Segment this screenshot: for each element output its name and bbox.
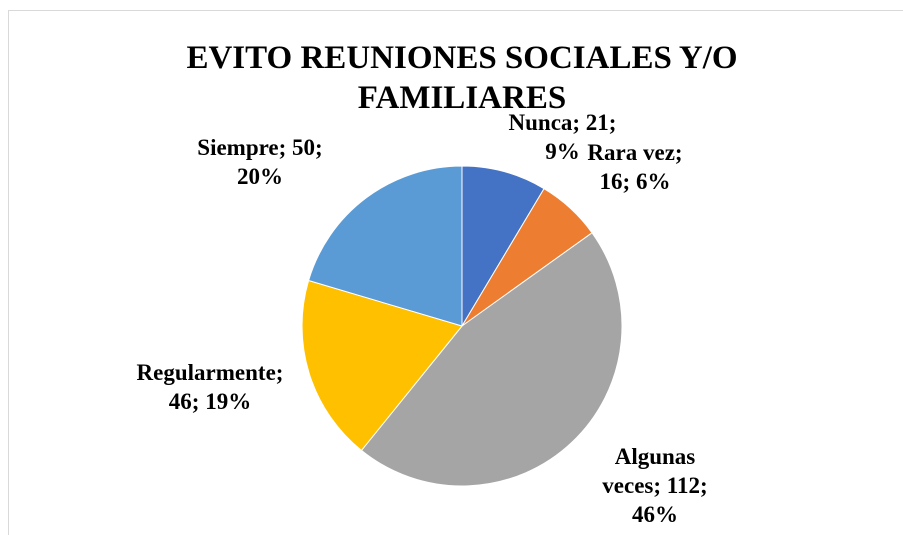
- pie-slice: [301, 279, 463, 452]
- chart-title: EVITO REUNIONES SOCIALES Y/O FAMILIARES: [186, 40, 738, 116]
- data-label: Regularmente; 46; 19%: [136, 360, 284, 414]
- pie-slice: [461, 165, 545, 328]
- pie-slice: [360, 232, 623, 487]
- pie-slice: [307, 165, 463, 327]
- chart-border: [8, 10, 903, 535]
- data-label: Algunas veces; 112; 46%: [602, 444, 708, 527]
- data-label: Rara vez; 16; 6%: [587, 140, 683, 194]
- data-label: Siempre; 50; 20%: [197, 135, 323, 189]
- data-label: Nunca; 21; 9%: [508, 110, 617, 164]
